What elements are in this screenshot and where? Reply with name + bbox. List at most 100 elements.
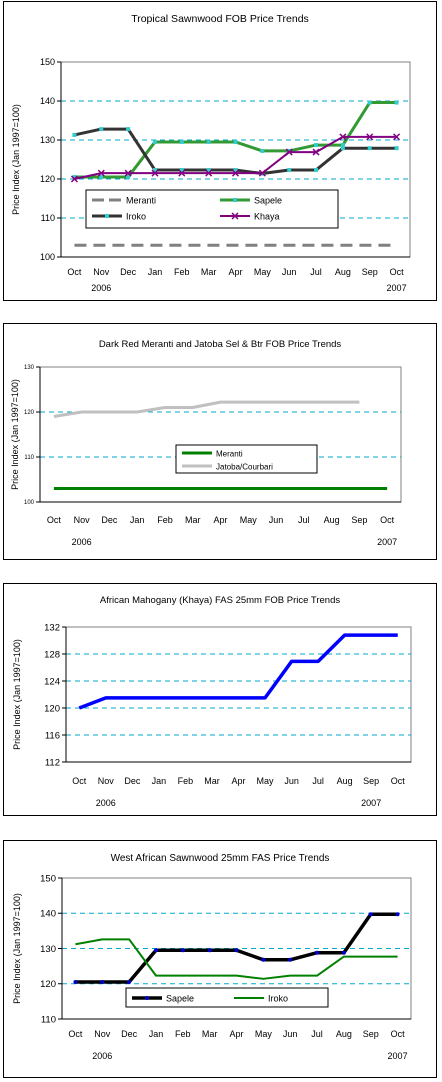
data-point-khaya	[70, 175, 78, 183]
x-tick-label: Jun	[283, 1029, 298, 1039]
x-tick-label: Jan	[148, 267, 163, 277]
x-tick-label: Jun	[282, 267, 297, 277]
x-tick-label: Jul	[312, 776, 324, 786]
data-point-sapele	[73, 979, 78, 984]
x-tick-label: Apr	[231, 776, 245, 786]
y-axis-label: Price Index (Jan 1997=100)	[12, 893, 22, 1004]
chart-svg-dark-red-meranti-jatoba: Dark Red Meranti and Jatoba Sel & Btr FO…	[10, 339, 402, 547]
x-tick-label: Jan	[152, 776, 167, 786]
data-point-sapele	[207, 948, 212, 953]
x-tick-label: Mar	[202, 1029, 218, 1039]
data-point-sapele	[368, 912, 373, 917]
data-point-iroko	[287, 168, 292, 173]
x-tick-label: Nov	[74, 515, 91, 525]
y-tick-label: 150	[40, 57, 55, 67]
data-point-iroko	[233, 168, 238, 173]
marker-stroke	[285, 148, 293, 156]
chart-svg-african-mahogany: African Mahogany (Khaya) FAS 25mm FOB Pr…	[12, 595, 412, 808]
year-label: 2006	[91, 283, 111, 293]
x-tick-label: Dec	[124, 776, 141, 786]
chart-svg-tropical-sawnwood: Tropical Sawnwood FOB Price Trends Price …	[11, 13, 411, 293]
x-tick-label: Mar	[201, 267, 217, 277]
y-tick-label: 140	[40, 96, 55, 106]
data-point-khaya	[339, 133, 347, 141]
data-point-sapele	[100, 979, 105, 984]
chart-title: West African Sawnwood 25mm FAS Price Tre…	[111, 853, 330, 864]
data-point-sapele	[179, 139, 184, 144]
x-tick-label: Sep	[363, 776, 379, 786]
legend: Meranti Jatoba/Courbari	[175, 444, 318, 474]
data-point-sapele	[340, 143, 345, 148]
marker-stroke	[393, 133, 401, 141]
data-point-khaya	[151, 169, 159, 177]
data-point-khaya	[124, 169, 132, 177]
x-tick-label: Feb	[175, 1029, 191, 1039]
data-point-sapele	[261, 957, 266, 962]
x-tick-label: Apr	[228, 267, 242, 277]
data-point-iroko	[314, 168, 319, 173]
data-point-sapele	[287, 148, 292, 153]
legend-label-meranti: Meranti	[216, 450, 243, 459]
marker-stroke	[70, 175, 78, 183]
x-tick-label: Feb	[178, 776, 194, 786]
data-point-sapele	[206, 139, 211, 144]
x-tick-label: Dec	[120, 267, 137, 277]
y-tick-label: 124	[44, 676, 60, 687]
x-tick-label: Oct	[72, 776, 87, 786]
y-tick-label: 116	[45, 730, 60, 741]
x-tick-label: Mar	[204, 776, 220, 786]
x-tick-label: Jan	[149, 1029, 164, 1039]
y-tick-label: 120	[44, 703, 60, 714]
data-point-sapele	[99, 175, 104, 180]
year-label: 2007	[361, 798, 381, 808]
y-tick-label: 120	[24, 410, 35, 416]
marker-stroke	[366, 133, 374, 141]
data-point-sapele	[394, 100, 399, 105]
legend-label-sapele: Sapele	[254, 196, 282, 206]
x-tick-label: Oct	[391, 1029, 406, 1039]
x-tick-label: May	[255, 1029, 273, 1039]
data-point-iroko	[99, 127, 104, 132]
chart-panel-west-african-sawnwood: West African Sawnwood 25mm FAS Price Tre…	[3, 840, 437, 1078]
marker-stroke	[151, 169, 159, 177]
chart-panel-tropical-sawnwood: Tropical Sawnwood FOB Price Trends Price …	[3, 1, 437, 301]
data-point-khaya	[178, 169, 186, 177]
marker-stroke	[258, 169, 266, 177]
x-tick-label: Sep	[362, 267, 378, 277]
legend-marker-sapele	[145, 996, 149, 1000]
legend-box	[85, 189, 339, 229]
year-label: 2006	[72, 537, 92, 547]
data-point-iroko	[394, 146, 399, 151]
chart-svg-west-african-sawnwood: West African Sawnwood 25mm FAS Price Tre…	[12, 853, 412, 1061]
x-tick-label: Dec	[101, 515, 118, 525]
legend-marker-iroko	[105, 214, 109, 218]
x-tick-label: Jan	[130, 515, 145, 525]
series-line-iroko	[75, 938, 398, 980]
data-point-sapele	[288, 957, 293, 962]
series-line-series-1	[78, 633, 398, 710]
x-tick-label: Mar	[185, 515, 201, 525]
y-tick-label: 120	[40, 174, 55, 184]
x-tick-label: Jul	[310, 267, 322, 277]
x-tick-label: Aug	[324, 515, 340, 525]
series-line-jatoba-courbari	[53, 400, 360, 418]
x-tick-label: Oct	[391, 776, 406, 786]
y-axis-label: Price Index (Jan 1997=100)	[12, 639, 22, 750]
data-point-iroko	[340, 146, 345, 151]
x-tick-label: Jul	[311, 1029, 323, 1039]
x-tick-label: Nov	[94, 1029, 111, 1039]
x-tick-label: Oct	[68, 1029, 83, 1039]
data-point-khaya	[393, 133, 401, 141]
data-point-iroko	[152, 168, 157, 173]
data-point-sapele	[152, 139, 157, 144]
x-tick-label: May	[240, 515, 258, 525]
legend-box	[125, 987, 329, 1008]
data-point-khaya	[231, 169, 240, 177]
chart-panel-african-mahogany: African Mahogany (Khaya) FAS 25mm FOB Pr…	[3, 583, 437, 816]
data-point-khaya	[366, 133, 374, 141]
data-point-sapele	[367, 100, 372, 105]
chart-title: African Mahogany (Khaya) FAS 25mm FOB Pr…	[100, 595, 340, 606]
y-tick-label: 140	[40, 909, 56, 920]
data-point-sapele	[395, 912, 400, 917]
x-tick-label: Aug	[336, 1029, 352, 1039]
